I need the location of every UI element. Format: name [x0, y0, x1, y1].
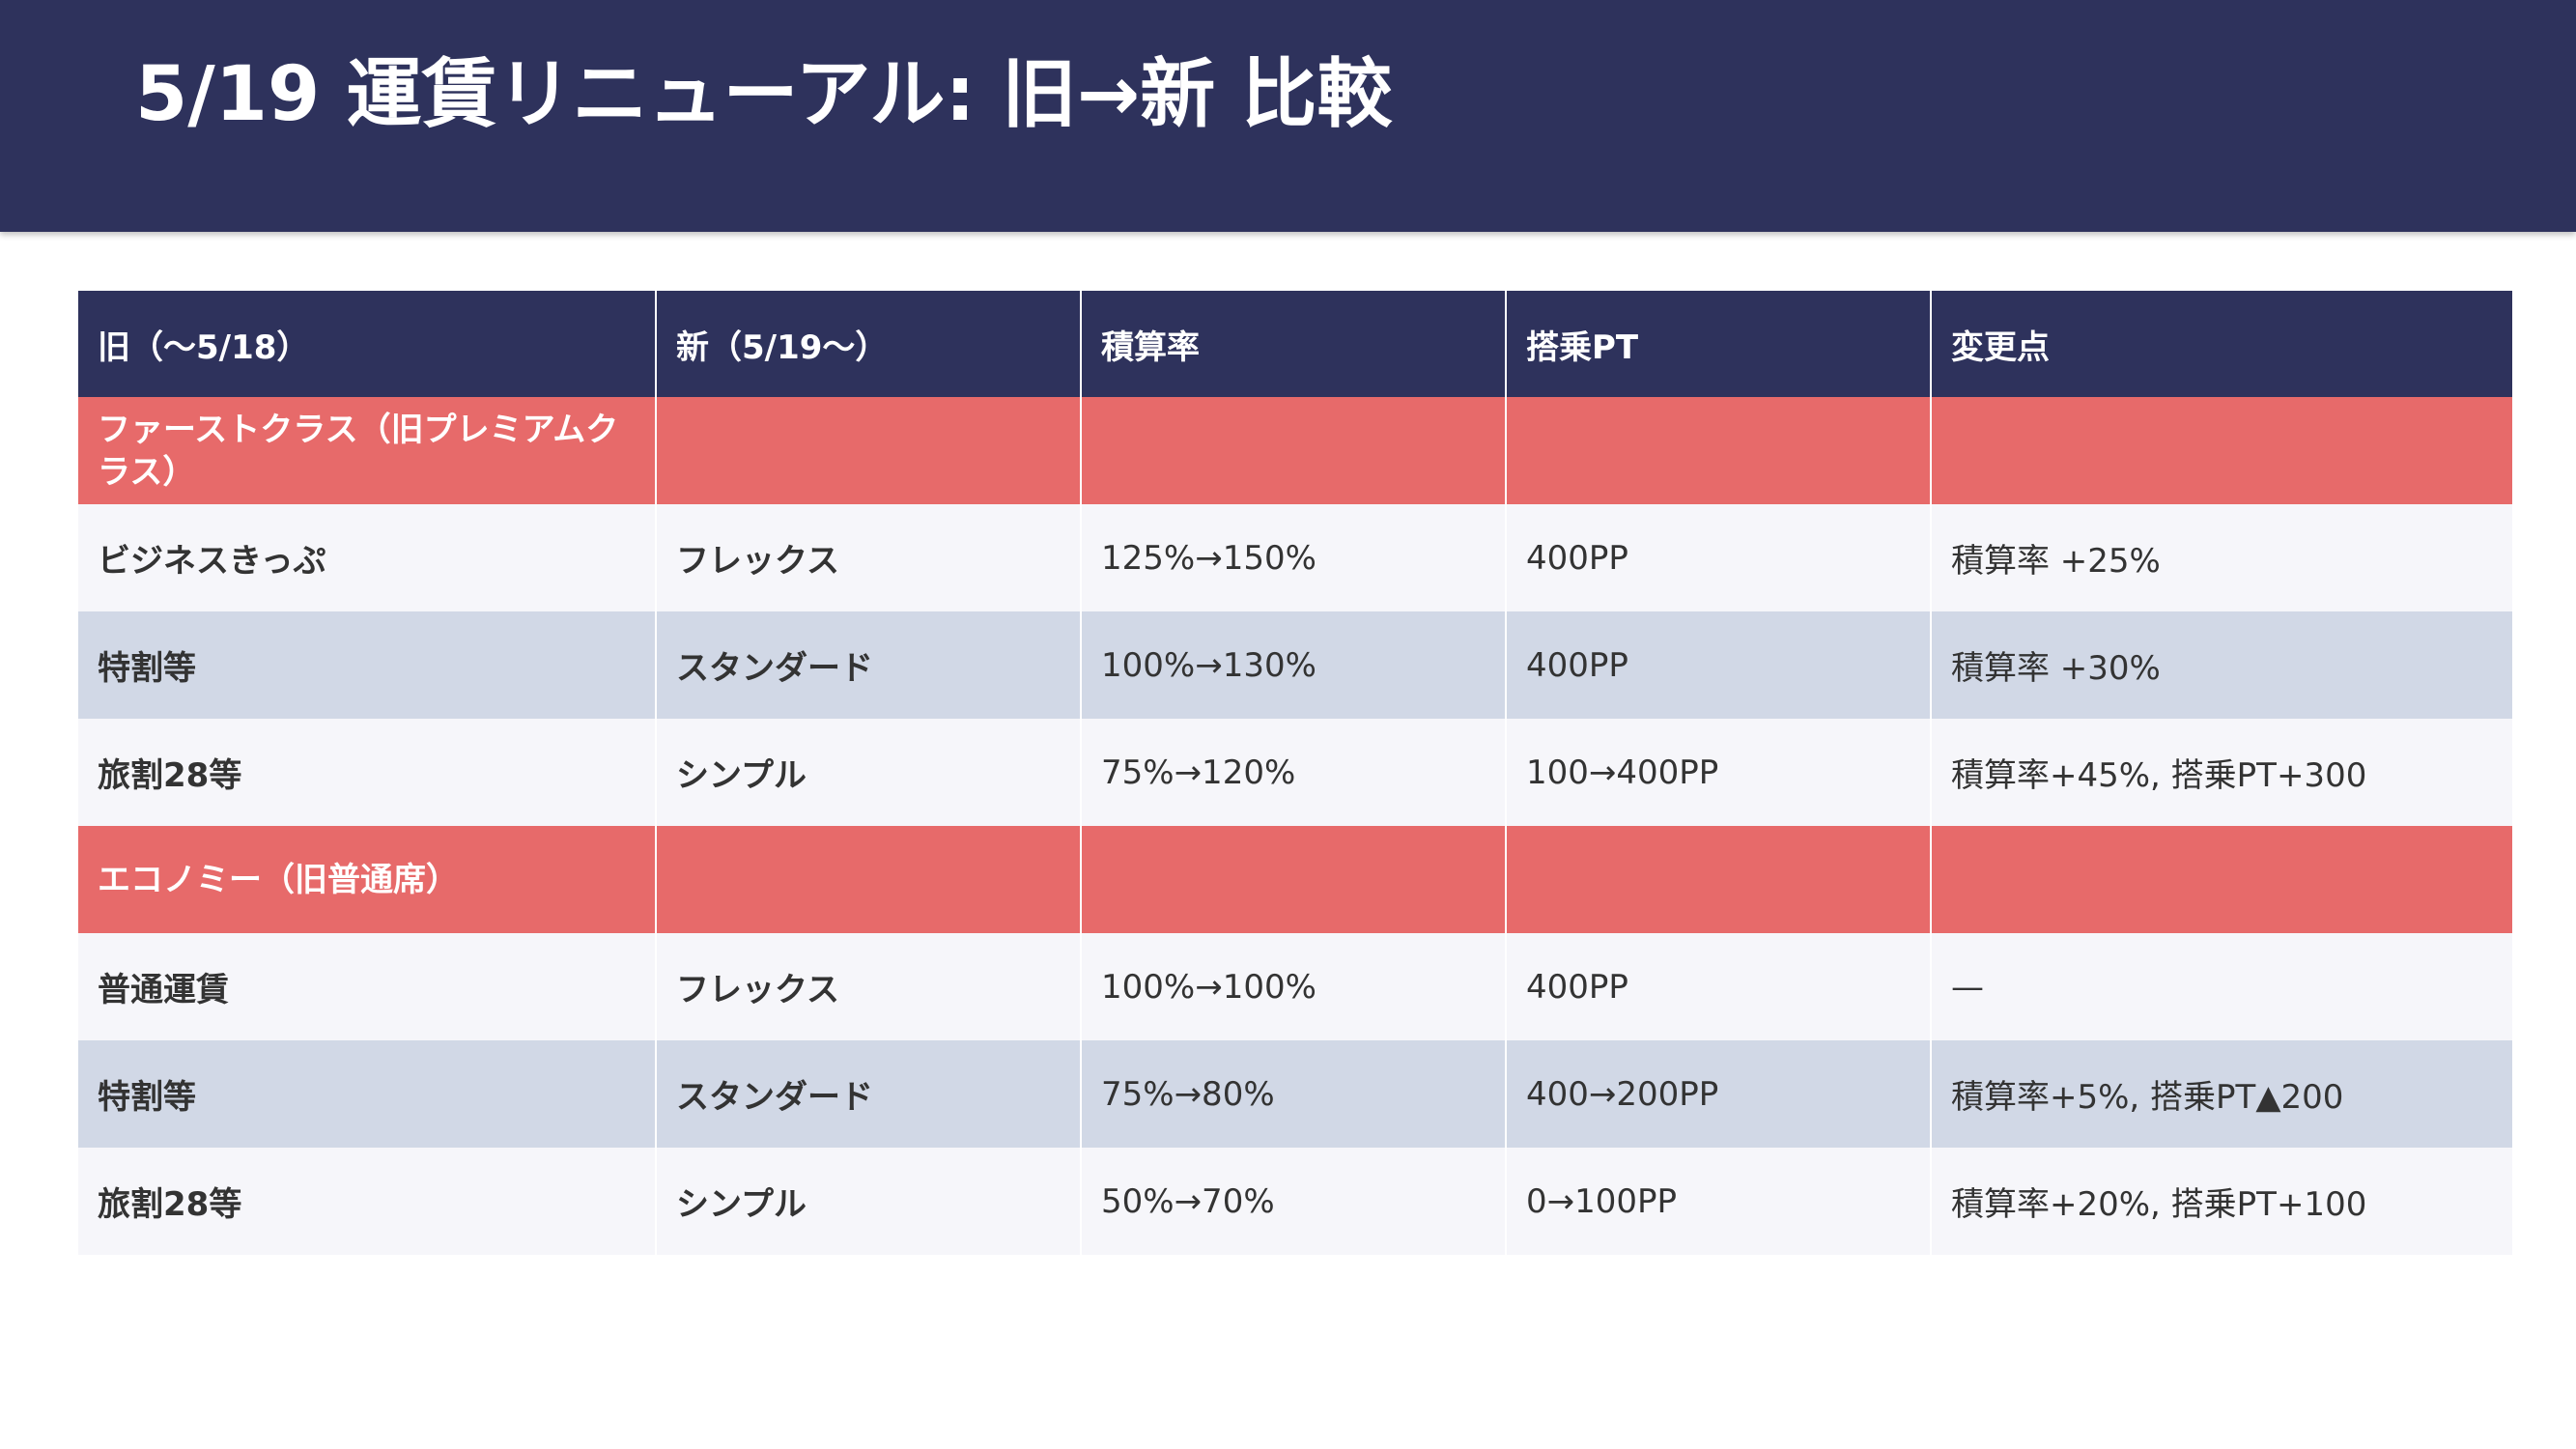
- fare-comparison-table: 旧（〜5/18） 新（5/19〜） 積算率 搭乗PT 変更点 ファーストクラス（…: [78, 291, 2512, 1255]
- changes-cell: 積算率+20%, 搭乗PT+100: [1931, 1148, 2512, 1255]
- table-row: 特割等 スタンダード 100%→130% 400PP 積算率 +30%: [78, 611, 2512, 719]
- old-fare-cell: 旅割28等: [78, 719, 657, 826]
- table-header-row: 旧（〜5/18） 新（5/19〜） 積算率 搭乗PT 変更点: [78, 291, 2512, 397]
- group-row-first-class: ファーストクラス（旧プレミアムクラス）: [78, 397, 2512, 504]
- table-row: 普通運賃 フレックス 100%→100% 400PP —: [78, 933, 2512, 1040]
- table-row: 旅割28等 シンプル 75%→120% 100→400PP 積算率+45%, 搭…: [78, 719, 2512, 826]
- accrual-rate-cell: 125%→150%: [1081, 504, 1507, 611]
- table-row: 特割等 スタンダード 75%→80% 400→200PP 積算率+5%, 搭乗P…: [78, 1040, 2512, 1148]
- old-fare-cell: 特割等: [78, 611, 657, 719]
- page-title: 5/19 運賃リニューアル: 旧→新 比較: [135, 51, 1393, 138]
- table-row: ビジネスきっぷ フレックス 125%→150% 400PP 積算率 +25%: [78, 504, 2512, 611]
- accrual-rate-cell: 100%→100%: [1081, 933, 1507, 1040]
- accrual-rate-cell: 75%→80%: [1081, 1040, 1507, 1148]
- changes-cell: 積算率+45%, 搭乗PT+300: [1931, 719, 2512, 826]
- boarding-points-cell: 100→400PP: [1506, 719, 1932, 826]
- new-fare-cell: スタンダード: [656, 611, 1082, 719]
- new-fare-cell: フレックス: [656, 504, 1082, 611]
- group-label-economy: エコノミー（旧普通席）: [78, 826, 657, 933]
- title-bar: 5/19 運賃リニューアル: 旧→新 比較: [0, 0, 2576, 232]
- header-accrual-rate: 積算率: [1081, 291, 1507, 397]
- boarding-points-cell: 400PP: [1506, 611, 1932, 719]
- group-row-economy: エコノミー（旧普通席）: [78, 826, 2512, 933]
- table-row: 旅割28等 シンプル 50%→70% 0→100PP 積算率+20%, 搭乗PT…: [78, 1148, 2512, 1255]
- accrual-rate-cell: 100%→130%: [1081, 611, 1507, 719]
- old-fare-cell: 特割等: [78, 1040, 657, 1148]
- accrual-rate-cell: 75%→120%: [1081, 719, 1507, 826]
- new-fare-cell: シンプル: [656, 719, 1082, 826]
- old-fare-cell: ビジネスきっぷ: [78, 504, 657, 611]
- header-boarding-points: 搭乗PT: [1506, 291, 1932, 397]
- header-old-fare: 旧（〜5/18）: [78, 291, 657, 397]
- group-label-first-class: ファーストクラス（旧プレミアムクラス）: [78, 397, 657, 504]
- changes-cell: 積算率 +30%: [1931, 611, 2512, 719]
- header-changes: 変更点: [1931, 291, 2512, 397]
- new-fare-cell: スタンダード: [656, 1040, 1082, 1148]
- new-fare-cell: フレックス: [656, 933, 1082, 1040]
- old-fare-cell: 普通運賃: [78, 933, 657, 1040]
- changes-cell: —: [1931, 933, 2512, 1040]
- boarding-points-cell: 400PP: [1506, 504, 1932, 611]
- boarding-points-cell: 400→200PP: [1506, 1040, 1932, 1148]
- changes-cell: 積算率 +25%: [1931, 504, 2512, 611]
- accrual-rate-cell: 50%→70%: [1081, 1148, 1507, 1255]
- boarding-points-cell: 400PP: [1506, 933, 1932, 1040]
- new-fare-cell: シンプル: [656, 1148, 1082, 1255]
- header-new-fare: 新（5/19〜）: [656, 291, 1082, 397]
- boarding-points-cell: 0→100PP: [1506, 1148, 1932, 1255]
- changes-cell: 積算率+5%, 搭乗PT▲200: [1931, 1040, 2512, 1148]
- old-fare-cell: 旅割28等: [78, 1148, 657, 1255]
